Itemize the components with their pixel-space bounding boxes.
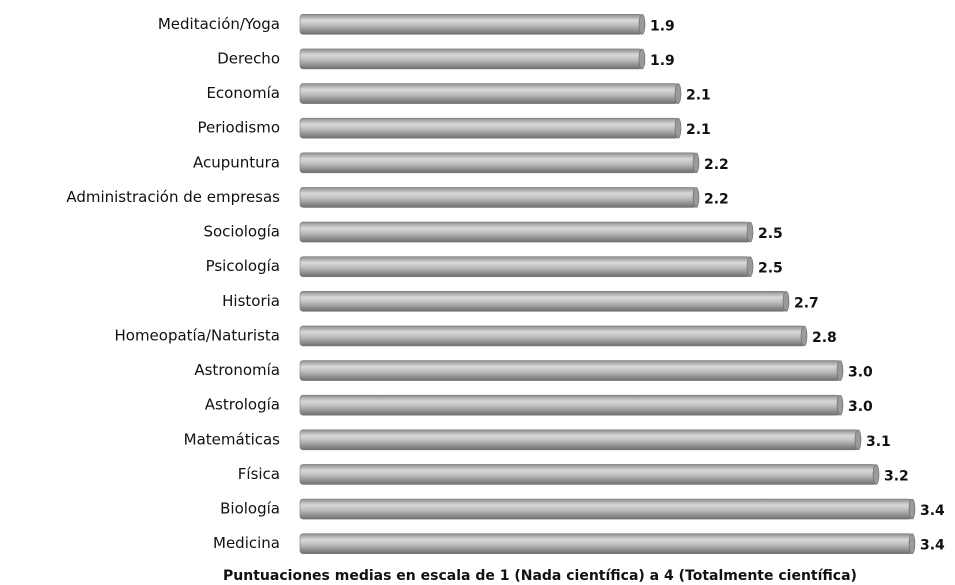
bar <box>299 14 643 35</box>
value-label: 2.8 <box>812 330 837 346</box>
bar-cap <box>746 256 754 277</box>
value-label: 3.2 <box>884 468 909 484</box>
value-label: 3.0 <box>848 365 873 381</box>
y-tick-label: Meditación/Yoga <box>158 15 280 33</box>
y-tick-label: Periodismo <box>197 119 280 137</box>
value-label: 2.2 <box>704 157 729 173</box>
bar-cap <box>854 429 862 451</box>
y-tick-label: Homeopatía/Naturista <box>114 326 280 344</box>
bar-cap <box>674 83 682 104</box>
y-tick-label: Biología <box>220 500 280 518</box>
y-tick-label: Sociología <box>203 223 280 241</box>
value-label: 2.7 <box>794 295 819 311</box>
y-tick-label: Matemáticas <box>184 430 281 448</box>
bar <box>299 498 913 520</box>
y-tick-label: Psicología <box>206 257 280 275</box>
y-tick-label: Astrología <box>205 396 280 414</box>
value-label: 2.5 <box>758 261 783 277</box>
bar <box>299 429 859 451</box>
y-tick-label: Medicina <box>213 534 280 552</box>
value-label: 3.1 <box>866 434 891 450</box>
bar-cap <box>908 498 916 520</box>
bar <box>299 464 877 485</box>
value-label: 2.1 <box>686 122 711 138</box>
bar <box>299 533 913 554</box>
bar-cap <box>692 152 700 174</box>
bar-cap <box>872 464 880 485</box>
y-tick-label: Astronomía <box>194 361 280 379</box>
bar <box>299 117 679 139</box>
bar <box>299 152 697 174</box>
y-tick-label: Derecho <box>217 49 280 67</box>
bar-cap <box>836 360 844 381</box>
bar <box>299 291 787 312</box>
bar-cap <box>782 291 790 312</box>
bar-cap <box>692 187 700 208</box>
value-label: 3.0 <box>848 399 873 415</box>
bar-cap <box>638 48 646 70</box>
bar <box>299 256 751 277</box>
bar-cap <box>746 221 754 243</box>
bar-cap <box>908 533 916 554</box>
y-tick-label: Física <box>238 465 280 483</box>
bar <box>299 187 697 208</box>
y-tick-label: Historia <box>222 292 280 310</box>
value-label: 1.9 <box>650 53 675 69</box>
bar <box>299 221 751 243</box>
value-label: 3.4 <box>920 538 945 554</box>
bar <box>299 325 805 347</box>
bar <box>299 48 643 70</box>
bar-cap <box>638 14 646 35</box>
value-label: 2.1 <box>686 88 711 104</box>
value-label: 2.2 <box>704 191 729 207</box>
value-label: 1.9 <box>650 18 675 34</box>
y-tick-label: Economía <box>206 84 280 102</box>
bar-cap <box>836 394 844 416</box>
value-label: 2.5 <box>758 226 783 242</box>
y-tick-label: Acupuntura <box>193 153 280 171</box>
y-tick-label: Administración de empresas <box>66 188 280 206</box>
value-label: 3.4 <box>920 503 945 519</box>
bar-cap <box>674 117 682 139</box>
bar <box>299 83 679 104</box>
bar-cap <box>800 325 808 347</box>
bar <box>299 360 841 381</box>
x-axis-label: Puntuaciones medias en escala de 1 (Nada… <box>223 568 857 584</box>
bar <box>299 394 841 416</box>
